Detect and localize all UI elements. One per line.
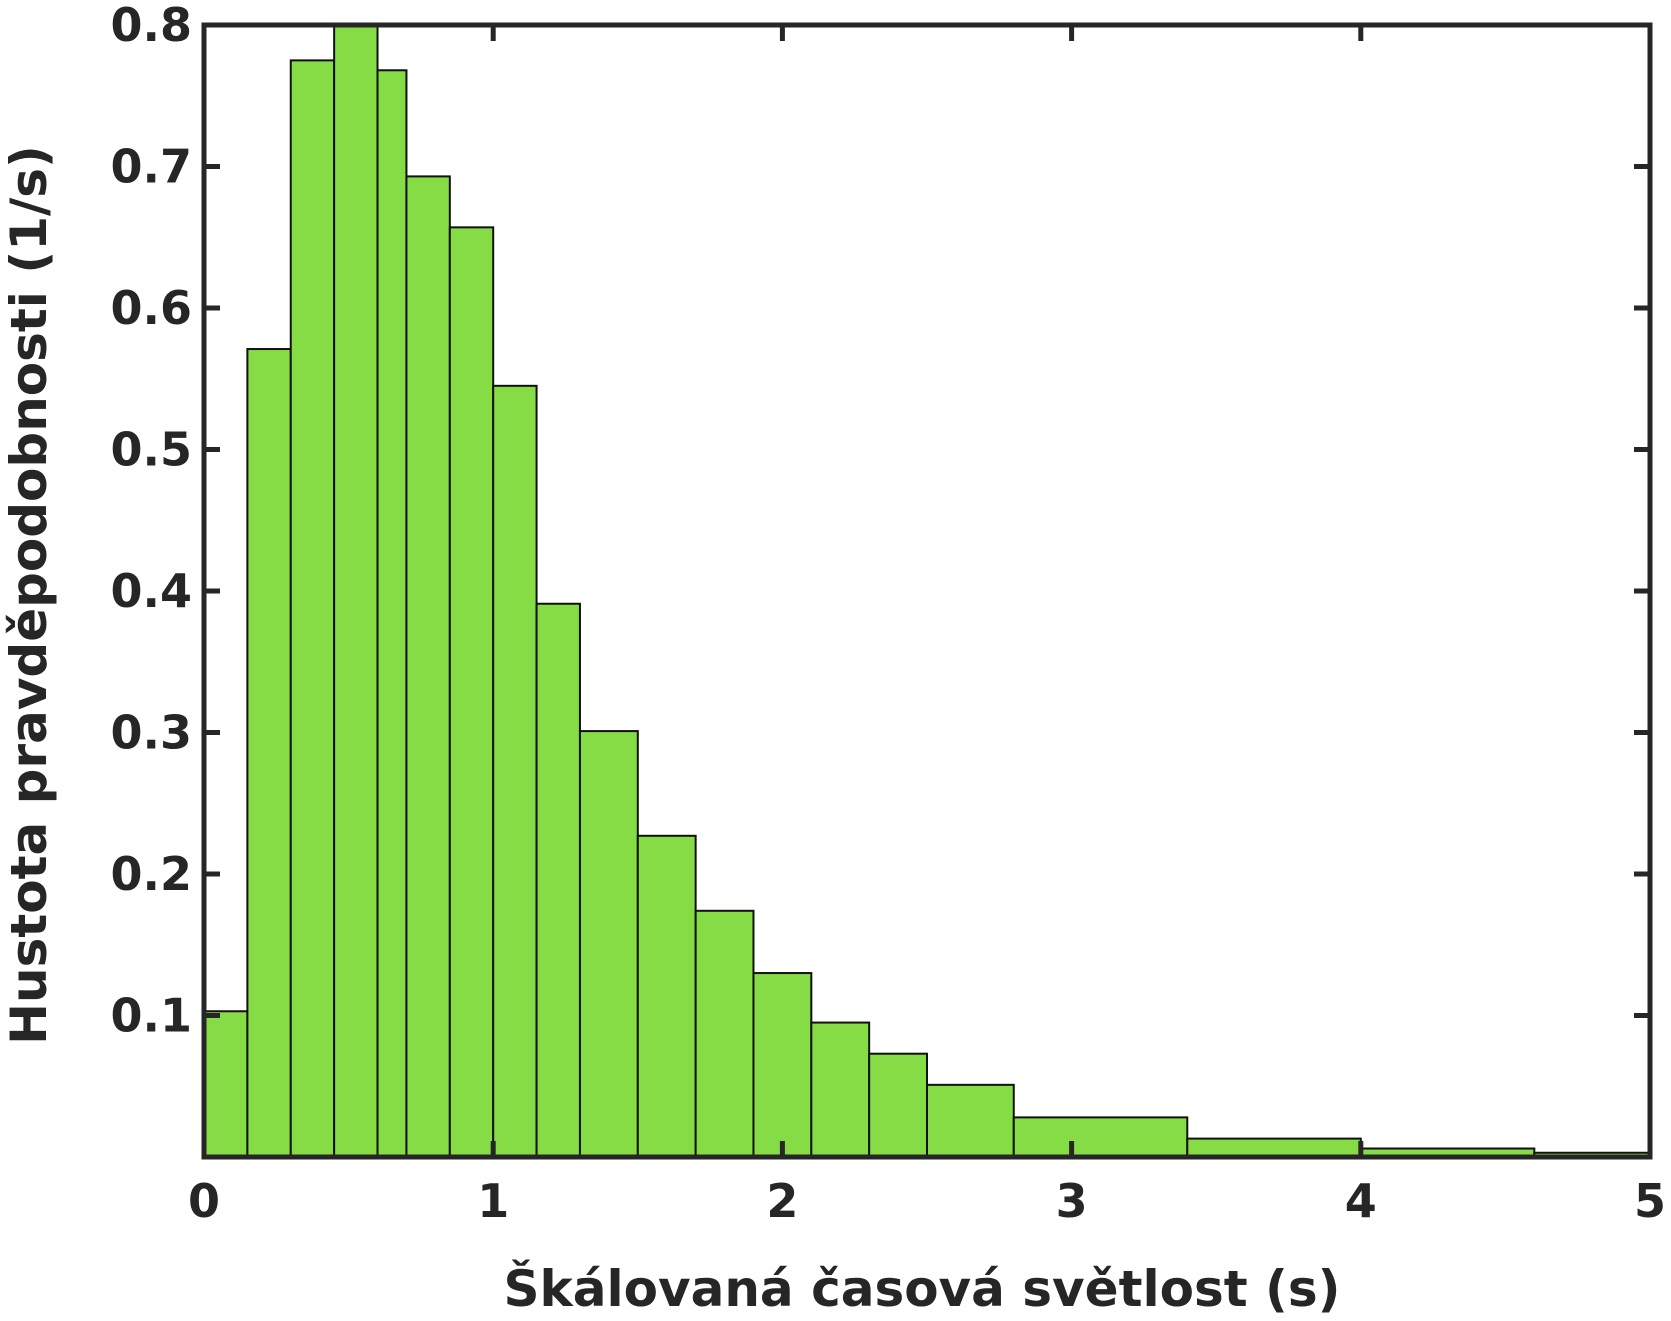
y-tick-label: 0.1 bbox=[111, 989, 193, 1043]
bars-layer bbox=[203, 25, 1651, 1159]
histogram-bar-11 bbox=[694, 909, 755, 1158]
y-tick-label: 0.5 bbox=[111, 423, 193, 477]
histogram-bar-6 bbox=[448, 226, 495, 1159]
histogram-bar-16 bbox=[1012, 1116, 1189, 1159]
histogram-bar-5 bbox=[405, 175, 451, 1158]
histogram-bar-14 bbox=[868, 1052, 928, 1158]
y-tick-label: 0.3 bbox=[111, 706, 193, 760]
y-tick-label: 0.8 bbox=[111, 0, 193, 52]
y-axis-title: Hustota pravděpodobnosti (1/s) bbox=[0, 145, 58, 1045]
x-tick-label: 5 bbox=[1634, 1174, 1666, 1228]
histogram-bar-4 bbox=[376, 69, 408, 1158]
histogram-bar-12 bbox=[752, 972, 813, 1158]
axes-layer: 0 1 2 3 4 5 0.1 0.2 0.3 0.4 0.5 0.6 0.7 0.8 bbox=[111, 0, 1667, 1228]
x-tick-label: 0 bbox=[188, 1174, 220, 1228]
histogram-bar-10 bbox=[636, 834, 697, 1158]
x-tick-label: 1 bbox=[477, 1174, 509, 1228]
y-tick-label: 0.7 bbox=[111, 140, 193, 194]
histogram-bar-0 bbox=[203, 1010, 249, 1158]
histogram-bar-17 bbox=[1186, 1137, 1362, 1158]
labels-layer: Škálovaná časová světlost (s) Hustota pr… bbox=[0, 145, 1341, 1318]
histogram-bar-9 bbox=[578, 730, 639, 1159]
x-tick-label: 2 bbox=[766, 1174, 798, 1228]
histogram-bar-8 bbox=[535, 602, 581, 1158]
histogram-bar-2 bbox=[289, 59, 336, 1158]
y-tick-label: 0.4 bbox=[111, 564, 193, 618]
histogram-bar-1 bbox=[246, 348, 292, 1159]
x-tick-label: 4 bbox=[1345, 1174, 1377, 1228]
histogram-bar-7 bbox=[492, 384, 538, 1158]
histogram-bar-3 bbox=[333, 25, 379, 1158]
histogram-bar-15 bbox=[926, 1083, 1015, 1158]
x-tick-label: 3 bbox=[1056, 1174, 1088, 1228]
x-axis-title: Škálovaná časová světlost (s) bbox=[504, 1259, 1341, 1318]
y-tick-label: 0.2 bbox=[111, 847, 193, 901]
histogram-bar-13 bbox=[810, 1021, 871, 1159]
y-tick-label: 0.6 bbox=[111, 281, 193, 335]
